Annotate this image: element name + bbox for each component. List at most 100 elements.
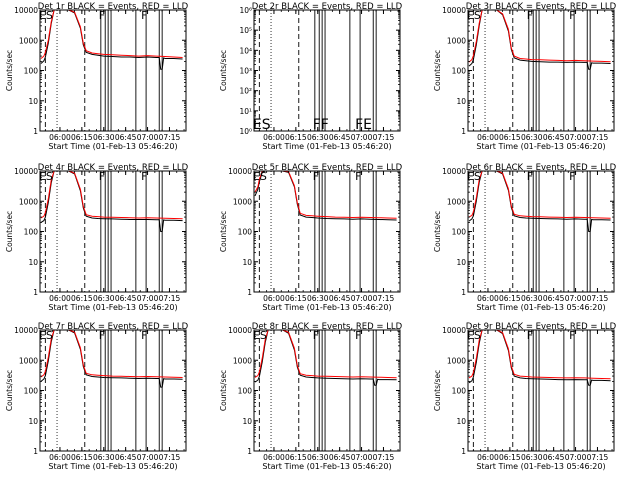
series-line-red — [468, 10, 611, 63]
y-tick-label: 100 — [238, 228, 253, 237]
plot-frame — [467, 9, 615, 132]
plot-frame — [467, 329, 615, 452]
y-tick-label: 10⁰ — [239, 127, 252, 136]
series-line-black — [40, 10, 183, 70]
series-line-black — [468, 171, 611, 232]
x-tick-label: 06:45 — [329, 294, 351, 303]
y-tick-label: 1000 — [19, 36, 38, 45]
x-tick-label: 07:00 — [565, 294, 587, 303]
y-tick-label: 100 — [452, 387, 467, 396]
x-tick-label: 06:45 — [329, 453, 351, 462]
x-axis-label: Start Time (01-Feb-13 05:46:20) — [262, 303, 391, 312]
y-axis-label: Counts/sec — [433, 211, 442, 252]
event-marker-label: F — [569, 329, 575, 342]
y-tick-label: 10000 — [14, 6, 38, 15]
y-tick-label: 10 — [28, 258, 38, 267]
x-tick-label: 06:30 — [93, 453, 115, 462]
x-tick-label: 07:15 — [373, 294, 395, 303]
x-tick-label: 07:15 — [373, 453, 395, 462]
plot-frame — [39, 9, 187, 132]
y-tick-label: 1 — [33, 288, 38, 297]
plot-area — [40, 330, 183, 451]
series-line-black — [40, 330, 183, 388]
y-tick-label: 1000 — [233, 197, 252, 206]
y-tick-label: 1000 — [447, 197, 466, 206]
x-tick-label: 06:15 — [499, 294, 521, 303]
x-tick-label: 06:45 — [115, 133, 137, 142]
plot-frame — [39, 329, 187, 452]
y-tick-label: 10000 — [228, 326, 252, 335]
x-tick-label: 06:45 — [543, 294, 565, 303]
event-marker-label: F — [141, 329, 147, 342]
x-tick-label: 07:15 — [587, 133, 609, 142]
plot-frame — [39, 170, 187, 293]
x-tick-label: 07:15 — [159, 294, 181, 303]
chart-title: Det 7r BLACK = Events, RED = LLD — [38, 322, 189, 332]
x-tick-label: 06:15 — [285, 453, 307, 462]
y-tick-label: 1 — [247, 447, 252, 456]
y-axis-label: Counts/sec — [433, 50, 442, 91]
x-tick-label: 06:00 — [477, 133, 499, 142]
y-tick-label: 10000 — [228, 167, 252, 176]
plot-area — [254, 330, 397, 451]
x-tick-label: 06:45 — [329, 133, 351, 142]
plot-area — [468, 10, 611, 131]
y-tick-label: 1000 — [447, 36, 466, 45]
event-marker-label: F — [141, 170, 147, 183]
plot-area — [468, 171, 611, 292]
x-tick-label: 07:15 — [159, 133, 181, 142]
event-marker-label: ES — [467, 170, 481, 183]
plot-frame — [467, 170, 615, 293]
x-tick-label: 06:00 — [49, 453, 71, 462]
y-tick-label: 10000 — [442, 326, 466, 335]
y-axis-label: Counts/sec — [5, 370, 14, 411]
x-tick-label: 07:15 — [587, 453, 609, 462]
x-tick-label: 06:30 — [93, 133, 115, 142]
x-tick-label: 07:00 — [137, 133, 159, 142]
x-tick-label: 06:00 — [477, 453, 499, 462]
series-line-red — [254, 171, 397, 219]
chart-title: Det 8r BLACK = Events, RED = LLD — [252, 322, 403, 332]
y-tick-label: 10 — [28, 97, 38, 106]
x-tick-label: 07:00 — [351, 453, 373, 462]
event-marker-label: F — [313, 170, 319, 183]
event-marker-label: F — [527, 9, 533, 22]
x-tick-label: 06:00 — [49, 294, 71, 303]
x-axis-label: Start Time (01-Feb-13 05:46:20) — [48, 462, 177, 471]
series-line-black — [40, 171, 183, 232]
series-line-red — [468, 171, 611, 219]
y-tick-label: 100 — [238, 387, 253, 396]
plot-frame — [253, 170, 401, 293]
event-marker-label: F — [355, 170, 361, 183]
y-tick-label: 1 — [461, 127, 466, 136]
x-tick-label: 06:00 — [263, 133, 285, 142]
y-tick-label: 1 — [461, 447, 466, 456]
x-tick-label: 06:30 — [521, 453, 543, 462]
x-tick-label: 06:15 — [499, 133, 521, 142]
chart-title: Det 2r BLACK = Events, RED = LLD — [252, 2, 403, 12]
x-axis-label: Start Time (01-Feb-13 05:46:20) — [476, 462, 605, 471]
x-tick-label: 07:15 — [373, 133, 395, 142]
x-tick-label: 06:15 — [285, 133, 307, 142]
series-line-red — [40, 330, 183, 378]
x-tick-label: 06:15 — [71, 133, 93, 142]
x-axis-label: Start Time (01-Feb-13 05:46:20) — [262, 462, 391, 471]
x-tick-label: 06:15 — [71, 453, 93, 462]
x-tick-label: 06:15 — [285, 294, 307, 303]
y-tick-label: 1000 — [233, 356, 252, 365]
x-tick-label: 06:30 — [307, 294, 329, 303]
x-tick-label: 07:00 — [137, 453, 159, 462]
y-axis-label: Counts/sec — [5, 50, 14, 91]
event-marker-label: F — [527, 170, 533, 183]
y-tick-label: 10000 — [14, 167, 38, 176]
y-axis-label: Counts/sec — [219, 211, 228, 252]
y-tick-label: 10³ — [239, 67, 252, 76]
y-tick-label: 10⁴ — [239, 46, 252, 55]
x-tick-label: 06:15 — [499, 453, 521, 462]
series-line-red — [468, 330, 611, 380]
